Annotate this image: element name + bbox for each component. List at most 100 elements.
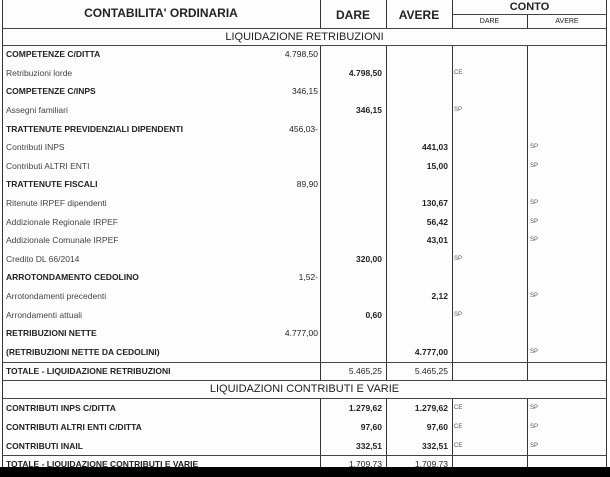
conto-dare	[454, 119, 524, 138]
row-label: Contributi INPS	[6, 142, 65, 153]
subtotal	[252, 455, 318, 467]
dare-amount: 1.279,62	[348, 402, 382, 413]
grid-line	[2, 380, 607, 381]
subtotal	[252, 64, 318, 83]
grid-line	[527, 398, 528, 467]
grid-line	[452, 398, 453, 467]
subtotal	[252, 305, 318, 324]
document-title: CONTABILITA' ORDINARIA	[84, 6, 238, 20]
dare-amount	[320, 82, 382, 101]
conto-dare	[454, 324, 524, 343]
section-title-retribuzioni: LIQUIDAZIONE RETRIBUZIONI	[225, 30, 384, 43]
conto-dare: SP	[454, 255, 463, 262]
subtotal	[252, 436, 318, 455]
grid-line	[2, 0, 3, 467]
avere-amount: 441,03	[422, 142, 448, 153]
row-label: Contributi ALTRI ENTI	[6, 160, 90, 171]
grid-line	[2, 28, 607, 29]
avere-amount: 1.279,62	[414, 402, 448, 413]
dare-amount	[320, 324, 382, 343]
dare-amount: 4.798,50	[348, 67, 382, 78]
dare-amount: 332,51	[356, 440, 382, 451]
avere-amount	[386, 82, 448, 101]
conto-avere: SP	[530, 293, 539, 300]
dare-amount	[320, 45, 382, 64]
table-row: Arrotondamenti precedenti 2,12 SP	[2, 287, 607, 306]
grid-line	[320, 398, 321, 467]
conto-dare	[454, 287, 524, 306]
table-row: Contributi ALTRI ENTI 15,00 SP	[2, 157, 607, 176]
row-label: CONTRIBUTI INPS C/DITTA	[6, 402, 116, 413]
conto-avere	[530, 64, 600, 83]
conto-dare	[454, 212, 524, 231]
table-row: Addizionale Comunale IRPEF 43,01 SP	[2, 231, 607, 250]
row-label: Arrondamenti attuali	[6, 309, 83, 320]
conto-avere: SP	[530, 348, 539, 355]
avere-amount	[386, 250, 448, 269]
subtotal	[252, 287, 318, 306]
row-label: Ritenute IRPEF dipendenti	[6, 198, 107, 209]
conto-avere: SP	[530, 404, 539, 411]
row-label: Retribuzioni lorde	[6, 67, 73, 78]
row-label: CONTRIBUTI ALTRI ENTI C/DITTA	[6, 421, 142, 432]
table-row: Ritenute IRPEF dipendenti 130,67 SP	[2, 194, 607, 213]
grid-line	[452, 14, 607, 15]
row-label: RETRIBUZIONI NETTE	[6, 328, 97, 339]
table-row: Arrondamenti attuali 0,60 SP	[2, 305, 607, 324]
dare-amount	[320, 212, 382, 231]
avere-amount	[386, 64, 448, 83]
table-row: TRATTENUTE FISCALI 89,90	[2, 175, 607, 194]
conto-avere	[530, 45, 600, 64]
conto-dare	[454, 231, 524, 250]
conto-avere: SP	[530, 144, 539, 151]
avere-amount: 1.709,73	[414, 459, 448, 467]
grid-line	[606, 0, 607, 467]
conto-avere	[530, 250, 600, 269]
table-row: COMPETENZE C/DITTA 4.798,50	[2, 45, 607, 64]
subtotal	[252, 194, 318, 213]
subtotal	[252, 157, 318, 176]
conto-avere: SP	[530, 200, 539, 207]
dare-header: DARE	[335, 8, 370, 22]
conto-avere	[530, 119, 600, 138]
subtotal: 346,15	[292, 86, 318, 97]
dare-amount: 346,15	[356, 105, 382, 116]
conto-dare: SP	[454, 311, 463, 318]
conto-dare: CE	[454, 404, 463, 411]
scan-edge	[0, 467, 610, 477]
conto-dare	[454, 175, 524, 194]
subtotal	[252, 231, 318, 250]
conto-dare	[454, 45, 524, 64]
dare-amount	[320, 157, 382, 176]
conto-dare	[454, 455, 524, 467]
avere-amount	[386, 268, 448, 287]
dare-amount: 97,60	[360, 421, 382, 432]
subtotal	[252, 417, 318, 436]
grid-line	[2, 362, 607, 363]
table-row: COMPETENZE C/INPS 346,15	[2, 82, 607, 101]
table-row: CONTRIBUTI ALTRI ENTI C/DITTA 97,60 97,60 C…	[2, 417, 607, 436]
conto-avere: SP	[530, 423, 539, 430]
grid-line	[320, 45, 321, 380]
conto-avere	[530, 362, 600, 380]
grid-line	[386, 45, 387, 380]
dare-amount: 5.465,25	[348, 366, 382, 376]
dare-amount	[320, 194, 382, 213]
conto-avere	[530, 324, 600, 343]
avere-amount	[386, 175, 448, 194]
dare-amount	[320, 231, 382, 250]
row-label: TRATTENUTE PREVIDENZIALI DIPENDENTI	[6, 123, 183, 134]
row-label: CONTRIBUTI INAIL	[6, 440, 83, 451]
grid-line	[2, 455, 607, 456]
conto-dare: CE	[454, 442, 463, 449]
dare-amount	[320, 343, 382, 362]
conto-dare	[454, 194, 524, 213]
subtotal	[252, 398, 318, 417]
total-row: TOTALE - LIQUIDAZIONE CONTRIBUTI E VARIE…	[2, 455, 607, 467]
avere-amount: 56,42	[426, 216, 448, 227]
table-row: Assegni familiari 346,15 SP	[2, 101, 607, 120]
subtotal: 4.777,00	[284, 328, 318, 339]
row-label: TOTALE - LIQUIDAZIONE RETRIBUZIONI	[6, 366, 171, 376]
conto-dare: CE	[454, 423, 463, 430]
dare-amount: 320,00	[356, 253, 382, 264]
